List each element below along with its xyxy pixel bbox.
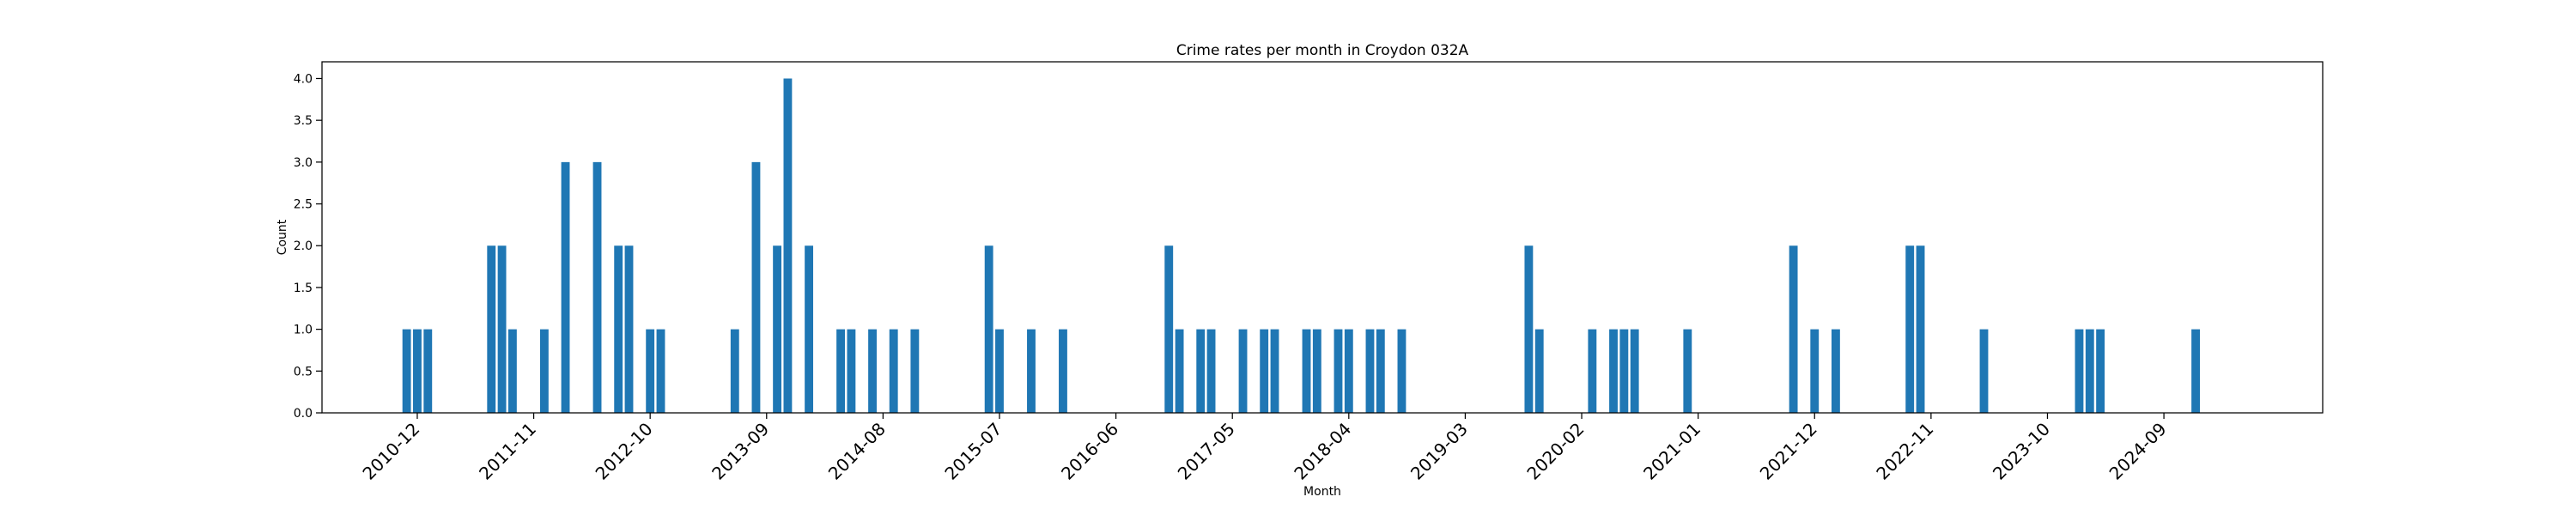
bar-2011-01 [423,329,433,413]
bar-2013-11 [783,78,793,413]
x-tick-label: 2024-09 [2105,419,2171,484]
y-tick-label: 2.5 [294,198,313,212]
x-tick-label: 2012-10 [592,419,657,484]
bar-2017-09 [1270,329,1279,413]
x-axis: 2010-12 2011-11 2012-10 2013-09 2014-08 2015-… [358,413,2171,484]
bar-2012-10 [646,329,655,413]
bar-2018-04 [1344,329,1353,413]
y-tick-label: 3.5 [294,114,313,128]
y-tick-label: 0.0 [294,407,313,421]
bar-2012-08 [624,245,634,413]
x-tick-label: 2018-04 [1290,419,1355,484]
bar-2011-08 [497,245,507,413]
bar-2016-01 [1059,329,1067,413]
plot-frame [321,61,2324,414]
x-tick-label: 2015-07 [940,419,1005,484]
bar-2021-12 [1810,329,1820,413]
bar-2021-10 [1789,245,1798,413]
y-tick-label: 1.5 [294,282,313,295]
bar-2016-11 [1164,245,1174,413]
x-tick-label: 2022-11 [1872,419,1937,484]
bar-2022-09 [1905,245,1915,413]
chart-title: Crime rates per month in Croydon 032A [1176,42,1469,59]
bar-2012-07 [614,245,623,413]
x-axis-label: Month [1303,485,1341,499]
bar-2013-06 [730,329,739,413]
bar-2014-09 [889,329,898,413]
bar-2020-06 [1619,329,1629,413]
x-tick-label: 2011-11 [475,419,540,484]
bar-2011-07 [487,245,496,413]
x-tick-label: 2017-05 [1174,419,1239,484]
y-tick-label: 0.5 [294,365,313,379]
bar-2012-11 [656,329,665,413]
bar-2010-11 [402,329,411,413]
bar-2024-03 [2096,329,2105,413]
bar-2024-02 [2085,329,2094,413]
bar-2019-10 [1534,329,1544,413]
bar-2014-01 [805,245,814,413]
x-tick-label: 2010-12 [358,419,423,484]
x-tick-label: 2021-01 [1639,419,1704,484]
bar-2015-06 [984,245,993,413]
bar-2013-08 [751,161,761,414]
bar-2017-02 [1196,329,1206,413]
bar-2022-02 [1831,329,1840,413]
bar-2015-10 [1027,329,1036,413]
bar-2018-09 [1397,329,1406,413]
bar-2012-05 [592,161,602,414]
bar-2018-07 [1376,329,1385,413]
bar-2012-02 [561,161,570,414]
y-axis-label: Count [276,219,289,255]
x-tick-label: 2016-06 [1057,419,1122,484]
bar-2018-06 [1365,329,1375,413]
x-tick-label: 2019-03 [1406,419,1472,484]
y-tick-label: 4.0 [294,72,313,86]
bar-2013-10 [773,245,782,413]
bar-2018-03 [1334,329,1343,413]
x-tick-label: 2020-02 [1523,419,1589,484]
bar-2020-12 [1683,329,1692,413]
bar-2024-12 [2191,329,2200,413]
bar-2014-04 [836,329,845,413]
bar-2020-05 [1609,329,1618,413]
bar-2018-01 [1312,329,1321,413]
bar-2010-12 [413,329,422,413]
bar-2014-11 [910,329,920,413]
bar-2016-12 [1175,329,1184,413]
x-tick-label: 2021-12 [1756,419,1821,484]
y-tick-label: 1.0 [294,324,313,337]
x-tick-label: 2023-10 [1989,419,2054,484]
y-tick-label: 2.0 [294,239,313,253]
x-tick-label: 2014-08 [824,419,890,484]
bar-2017-12 [1302,329,1311,413]
bar-2022-10 [1916,245,1925,413]
bar-2011-12 [539,329,549,413]
bar-2014-07 [868,329,877,413]
bar-2023-04 [1979,329,1989,413]
bars-group [402,78,2200,414]
y-tick-label: 3.0 [294,156,313,170]
bar-2011-09 [507,329,517,413]
bar-2020-07 [1630,329,1639,413]
bar-2019-09 [1524,245,1534,413]
bar-2015-07 [995,329,1004,413]
bar-2017-08 [1260,329,1269,413]
bar-2017-03 [1206,329,1216,413]
x-tick-label: 2013-09 [708,419,773,484]
y-axis: 0.0 0.5 1.0 1.5 2.0 2.5 3.0 3.5 4.0 [294,72,322,421]
bar-2014-05 [847,329,856,413]
bar-2020-03 [1588,329,1597,413]
bar-2017-06 [1238,329,1248,413]
bar-2024-01 [2075,329,2084,413]
